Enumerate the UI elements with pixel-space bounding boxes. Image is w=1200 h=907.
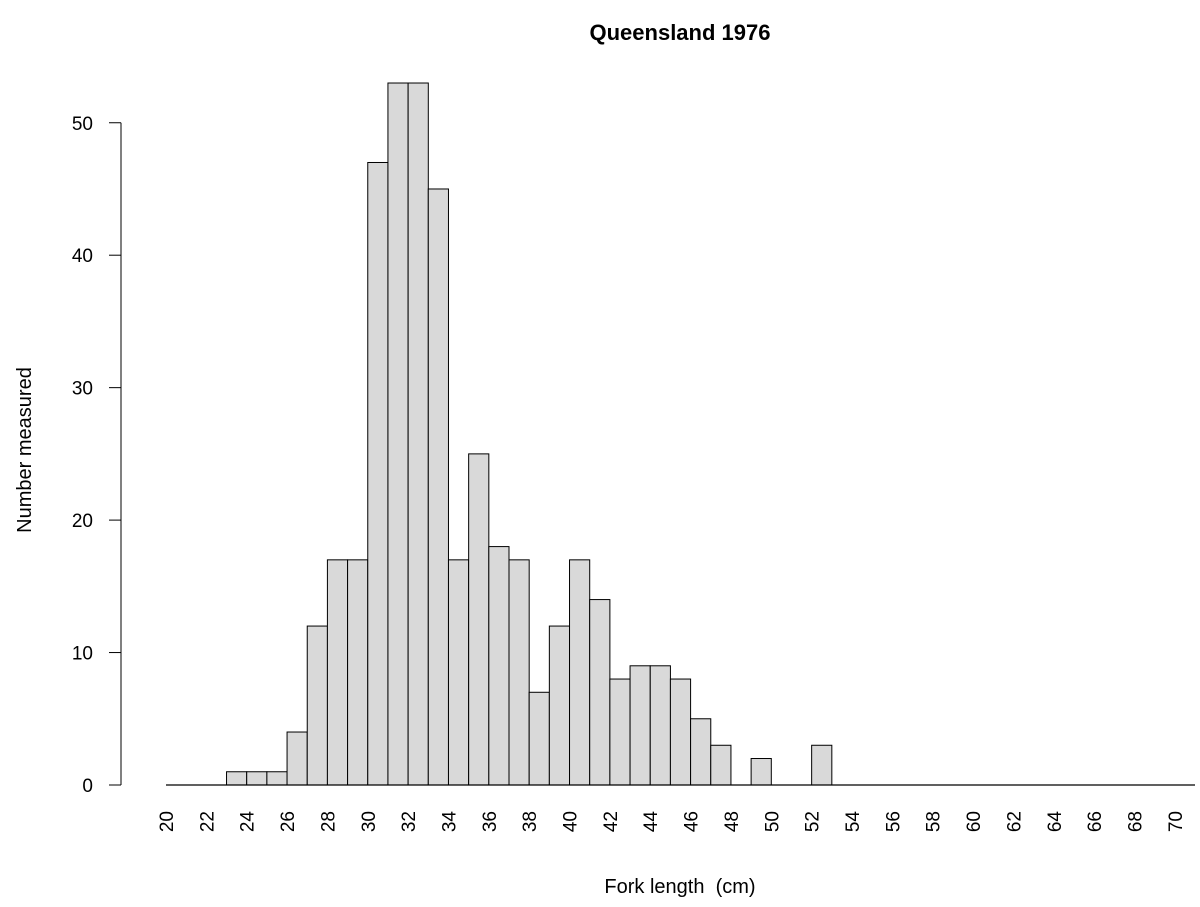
y-tick-label: 0	[82, 776, 93, 797]
histogram-bar	[710, 744, 732, 786]
x-tick-label: 50	[762, 811, 783, 832]
x-tick-label: 22	[197, 811, 218, 832]
x-tick-label: 70	[1166, 811, 1187, 832]
x-axis-label: Fork length (cm)	[604, 876, 755, 898]
x-tick-label: 64	[1045, 811, 1066, 833]
y-tick-label: 40	[72, 246, 93, 267]
x-tick-label: 46	[682, 811, 703, 832]
histogram-bar	[669, 678, 692, 786]
x-tick-label: 62	[1004, 811, 1025, 832]
y-tick-label: 50	[72, 114, 93, 135]
histogram-bar	[306, 625, 328, 786]
histogram-bar	[548, 625, 571, 786]
x-tick-label: 44	[641, 811, 662, 833]
x-tick-label: 42	[601, 811, 622, 832]
histogram-bar	[811, 744, 833, 786]
histogram-bar	[367, 161, 389, 786]
x-tick-label: 28	[318, 811, 339, 832]
histogram-bar	[387, 82, 409, 786]
x-tick-label: 36	[480, 811, 501, 832]
histogram-bar	[266, 771, 288, 786]
x-tick-label: 48	[722, 811, 743, 832]
histogram-bar	[609, 678, 631, 786]
y-tick-label: 10	[72, 644, 93, 665]
histogram-bar	[589, 599, 611, 786]
histogram-bar	[508, 559, 530, 786]
chart-title: Queensland 1976	[590, 20, 771, 45]
x-tick-label: 38	[520, 811, 541, 832]
x-tick-label: 54	[843, 811, 864, 833]
histogram-bar	[569, 559, 591, 786]
histogram-bar	[347, 559, 369, 786]
x-tick-label: 32	[399, 811, 420, 832]
histogram-bar	[690, 718, 712, 786]
histogram-bar	[326, 559, 349, 786]
x-tick-label: 24	[238, 811, 259, 833]
x-tick-label: 34	[439, 811, 460, 833]
histogram-bar	[246, 771, 268, 786]
histogram-bar	[488, 546, 510, 786]
histogram-bar	[649, 665, 671, 786]
histogram-bar	[468, 453, 490, 786]
x-tick-label: 40	[561, 811, 582, 832]
y-tick-label: 30	[72, 379, 93, 400]
histogram-bar	[629, 665, 651, 786]
histogram-bar	[750, 758, 772, 786]
histogram-bar	[226, 771, 248, 786]
y-axis: 0 10 20 30 40 50	[72, 114, 122, 797]
x-tick-label: 68	[1125, 811, 1146, 832]
x-tick-label: 20	[157, 811, 178, 832]
x-tick-label: 26	[278, 811, 299, 832]
x-tick-label: 60	[964, 811, 985, 832]
bars	[226, 82, 833, 786]
y-tick-label: 20	[72, 511, 93, 532]
histogram-bar	[427, 188, 449, 786]
x-tick-label: 58	[924, 811, 945, 832]
x-tick-label: 56	[883, 811, 904, 832]
histogram-bar	[286, 731, 308, 786]
x-tick-label: 52	[803, 811, 824, 832]
histogram-bar	[528, 691, 550, 786]
histogram-bar	[447, 559, 470, 786]
x-tick-label: 30	[359, 811, 380, 832]
histogram-bar	[407, 82, 429, 786]
y-axis-label: Number measured	[14, 367, 36, 533]
x-tick-labels: 20 22 24 26 28 30 32 34 36 38 40 42 44 46 48 50 52 54 56 58…	[157, 811, 1187, 833]
x-tick-label: 66	[1085, 811, 1106, 832]
